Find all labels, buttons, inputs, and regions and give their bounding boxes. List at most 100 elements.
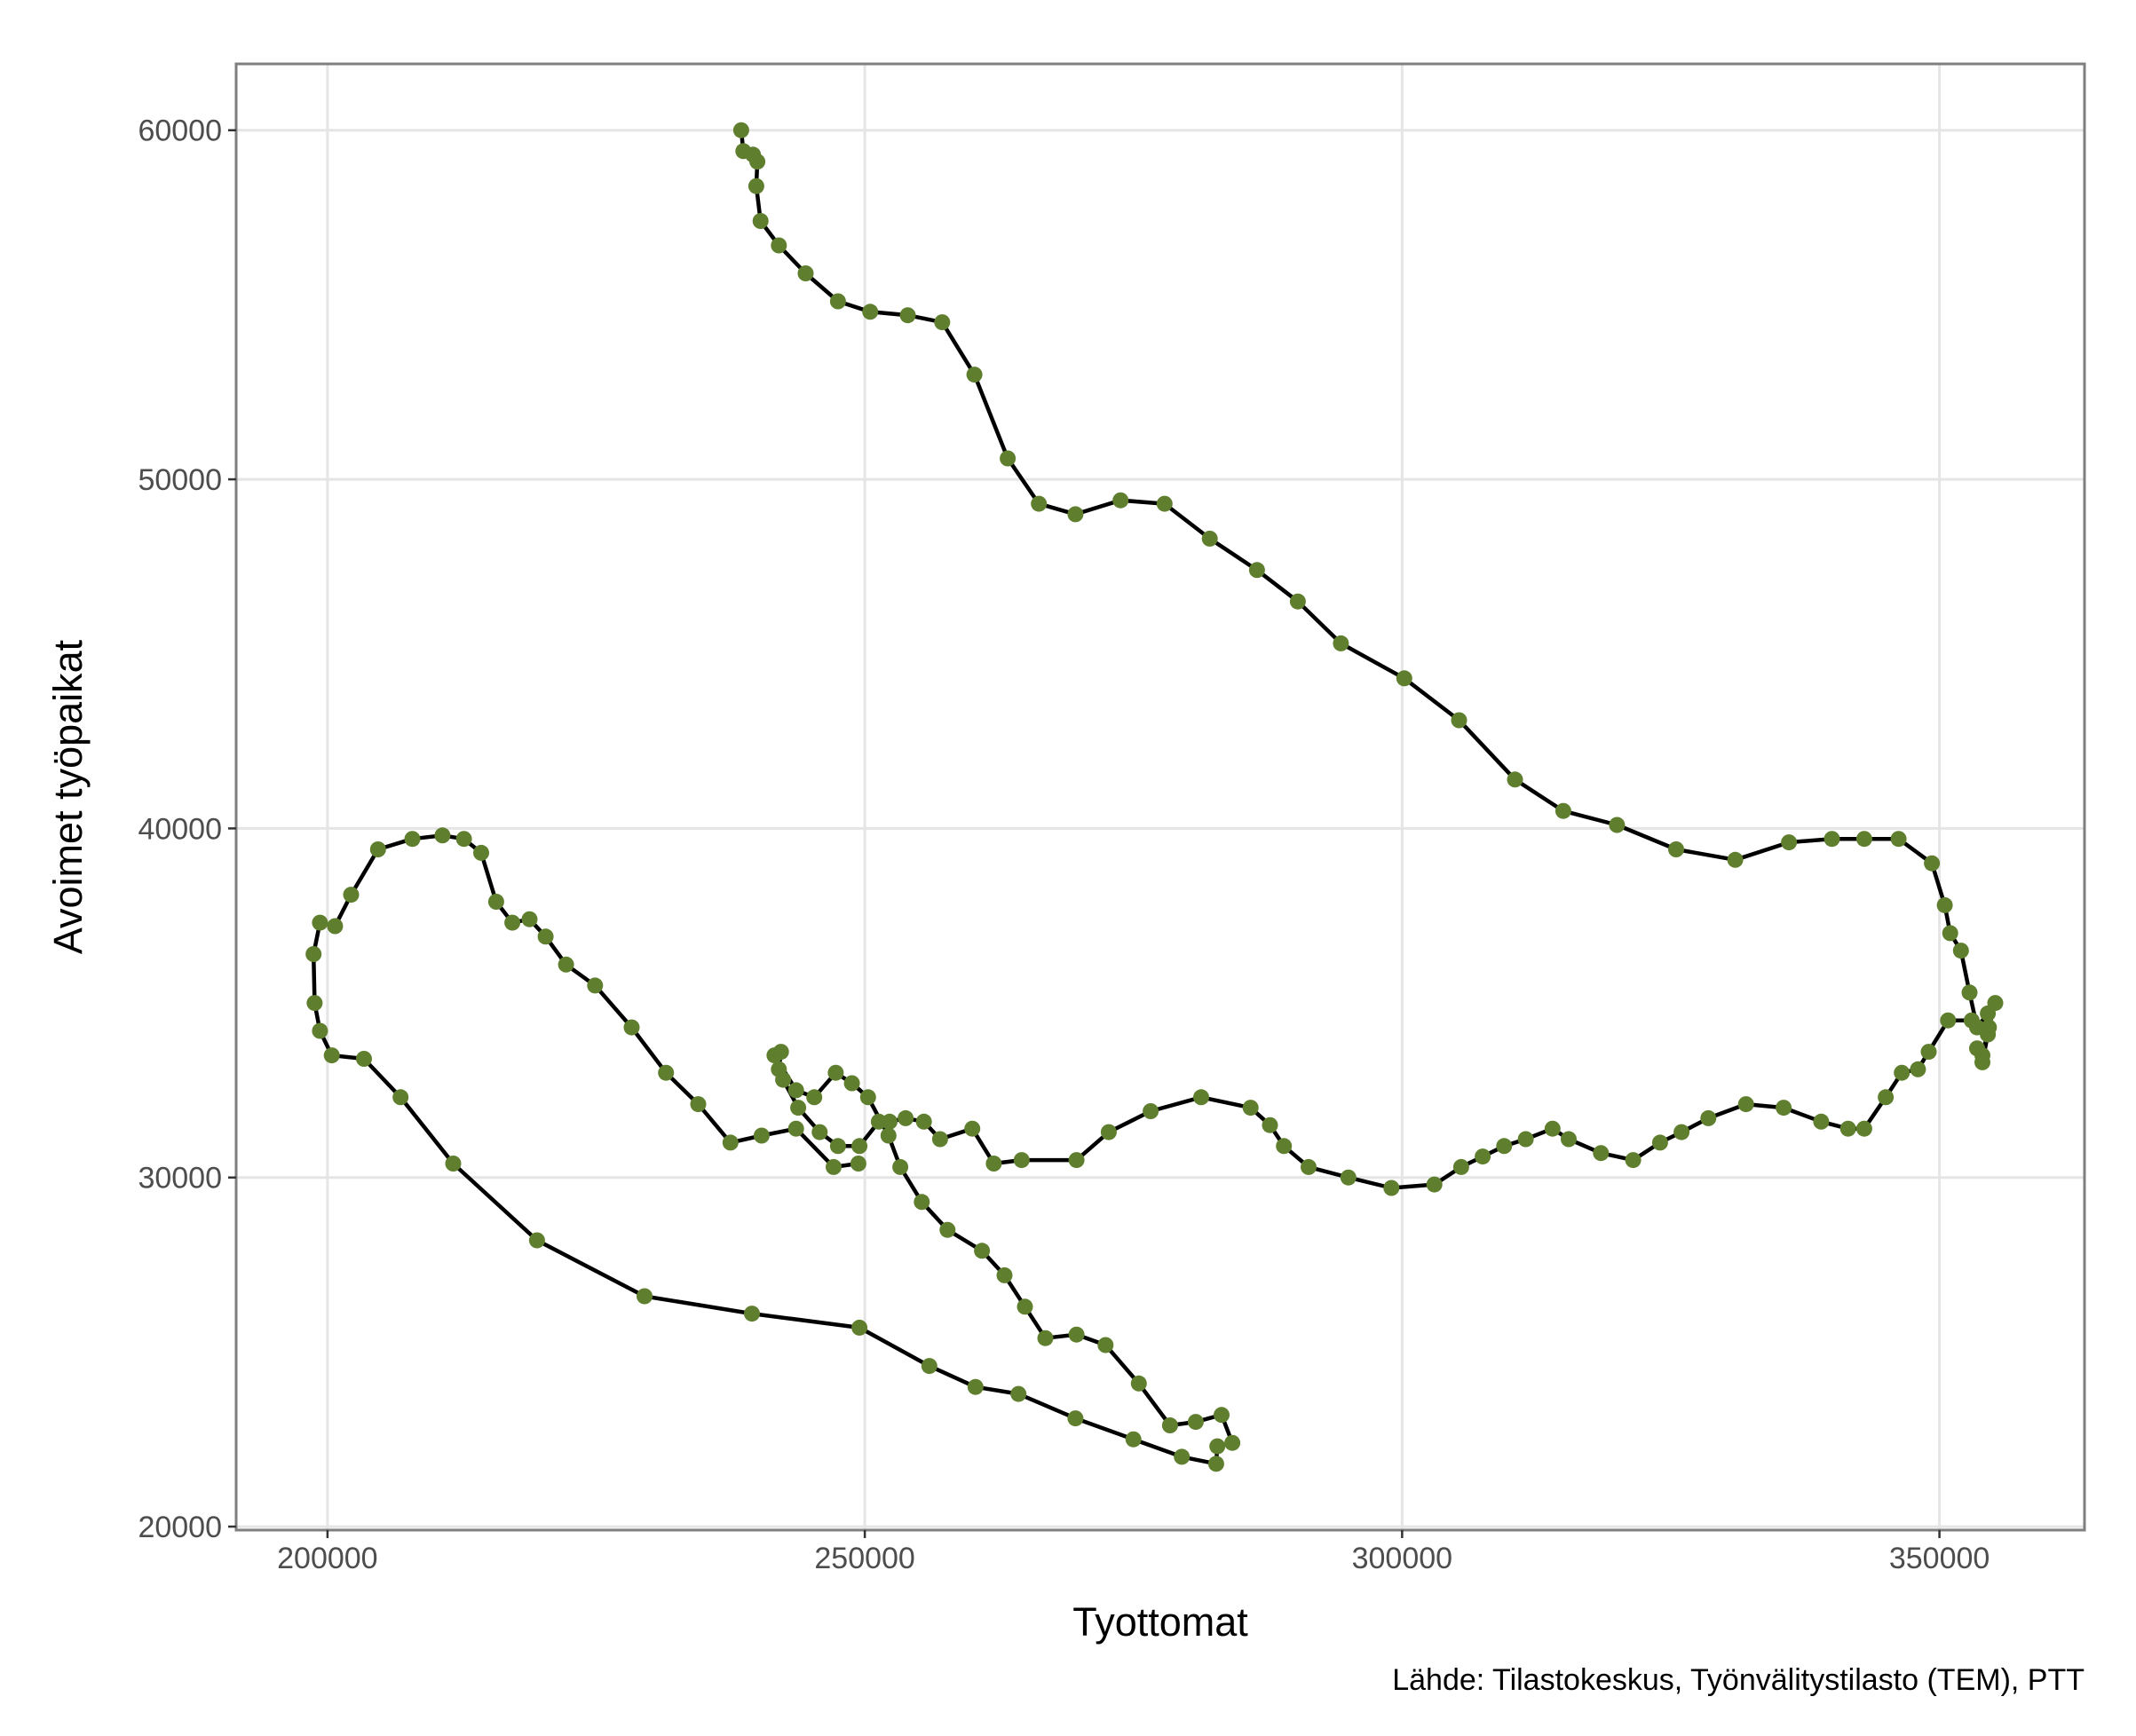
data-point [323,1047,340,1064]
data-point [1426,1176,1443,1193]
data-point [811,1124,828,1140]
data-point [369,841,386,857]
data-point [528,1232,545,1249]
data-point [752,213,769,229]
data-point [1987,995,2004,1012]
data-point [827,1064,844,1081]
data-point [870,1113,887,1130]
plot-panel [236,64,2085,1530]
x-tick-label: 350000 [1889,1542,1990,1575]
data-point [1894,1064,1911,1081]
data-point [1451,712,1468,729]
data-point [931,1131,948,1148]
data-point [306,995,323,1012]
data-point [504,914,521,931]
data-point [1969,1040,1985,1057]
data-point [1974,1053,1990,1070]
data-point [1963,1012,1980,1029]
data-point [1201,530,1218,547]
data-point [1031,495,1048,512]
data-point [1561,1131,1577,1148]
data-point [1209,1438,1226,1455]
data-point [1625,1152,1642,1169]
data-point [1890,831,1907,848]
data-point [974,1243,991,1259]
data-point [1593,1145,1610,1162]
data-point [623,1019,640,1036]
data-point [787,1082,804,1099]
data-point [637,1288,653,1305]
data-point [445,1156,462,1172]
data-point [1496,1138,1513,1155]
data-point [1013,1152,1030,1169]
data-point [1673,1124,1690,1140]
data-point [1651,1134,1668,1151]
data-point [1942,925,1958,942]
source-caption: Lähde: Tilastokeskus, Työnvälitystilasto… [1392,1663,2085,1697]
data-point [934,314,951,331]
data-point [771,237,787,254]
data-point [1067,506,1084,523]
data-point [966,367,983,383]
data-point [753,1127,770,1144]
plot-frame [234,62,2086,1532]
data-point [327,918,344,935]
data-point [1813,1113,1830,1130]
data-point [1936,896,1953,913]
data-point [850,1156,866,1172]
data-point [851,1319,868,1336]
data-point [899,307,916,324]
data-point [1174,1448,1191,1465]
data-point [967,1378,984,1395]
data-point [748,178,764,194]
data-point [859,1089,876,1106]
data-point [312,914,328,931]
data-point [455,831,472,848]
data-point [1878,1089,1895,1106]
data-point [1609,817,1626,833]
data-point [1781,834,1798,851]
data-point [305,946,322,962]
data-point [744,1306,760,1322]
data-point [1452,1158,1469,1175]
data-point [312,1022,328,1039]
data-point [1824,831,1840,848]
data-point [1156,495,1173,512]
data-point [1555,802,1571,819]
data-point [587,977,604,994]
x-axis-title: Tyottomat [1072,1599,1248,1645]
x-tick-label: 300000 [1352,1542,1452,1575]
data-point [473,844,489,861]
data-point [356,1051,372,1067]
data-point [1010,1385,1027,1402]
data-point [797,265,814,281]
data-point [722,1134,739,1151]
data-point [921,1358,937,1375]
data-point [1130,1375,1147,1392]
data-point [1097,1337,1114,1353]
y-axis-ticks: 20000 30000 40000 50000 60000 [138,114,236,1544]
data-point [1068,1326,1085,1343]
y-axis-title: Avoimet työpaikat [45,639,91,954]
data-point [1017,1298,1033,1315]
data-point [1214,1407,1230,1424]
data-point [964,1120,981,1137]
data-point [771,1061,787,1077]
x-tick-label: 250000 [814,1542,914,1575]
data-point [1668,841,1684,857]
data-point [1700,1109,1717,1126]
y-tick-label: 30000 [138,1162,222,1195]
data-point [1333,635,1349,651]
data-point [1289,593,1306,610]
data-point [1855,831,1872,848]
data-point [1207,1456,1224,1472]
data-point [1737,1096,1754,1113]
data-point [851,1138,868,1155]
data-point [1507,771,1523,788]
data-point [829,293,846,310]
data-point [521,911,538,927]
data-point [787,1120,804,1137]
data-point [1920,1044,1937,1061]
data-point [749,154,766,170]
